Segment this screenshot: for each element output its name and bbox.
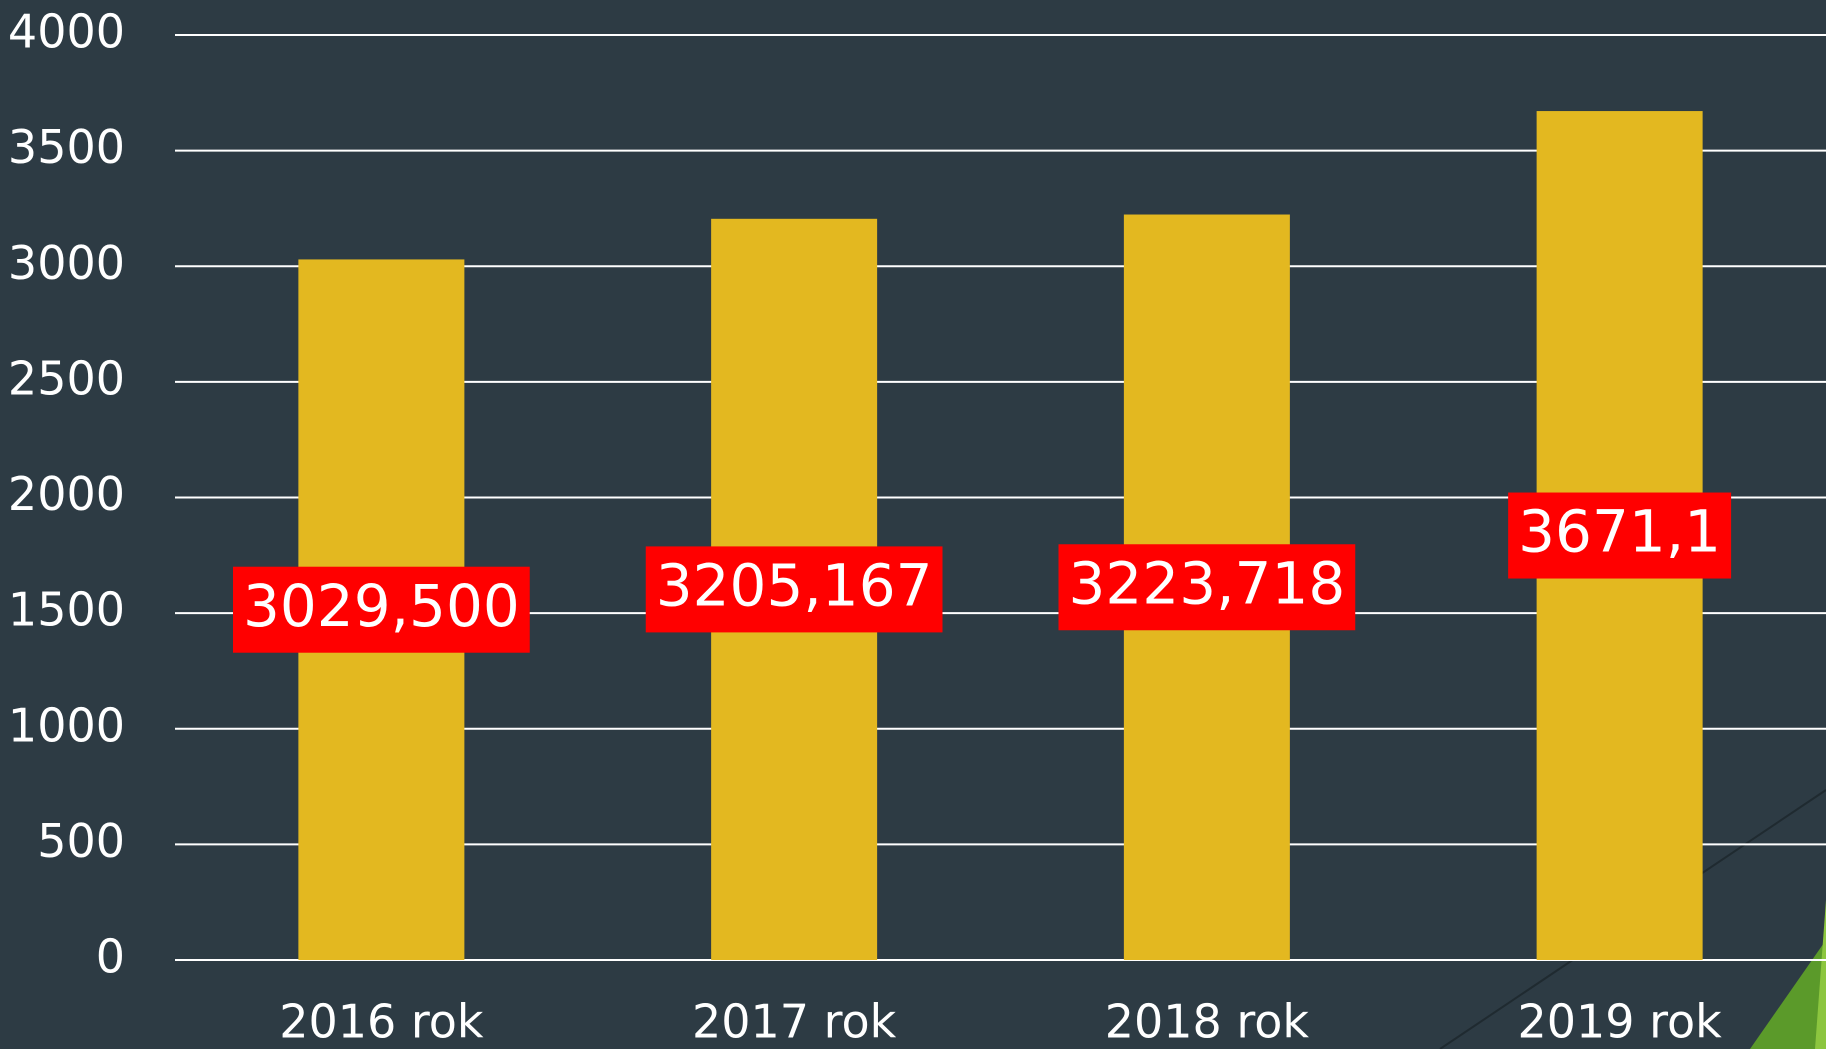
x-tick-label: 2019 rok [1517,995,1722,1049]
x-tick-label: 2016 rok [279,995,484,1049]
value-label: 3205,167 [656,552,933,620]
y-tick-label: 4000 [8,5,125,59]
y-tick-label: 2000 [8,467,125,521]
value-label: 3223,718 [1069,549,1346,617]
y-tick-label: 1500 [8,583,125,637]
y-tick-label: 1000 [8,698,125,752]
value-label: 3671,1 [1518,498,1721,566]
y-tick-label: 3500 [8,120,125,174]
y-tick-label: 0 [96,930,125,984]
x-tick-label: 2017 rok [692,995,897,1049]
y-tick-label: 2500 [8,351,125,405]
page: {"chart_data": {"type": "bar", "categori… [0,0,1826,1049]
y-tick-label: 3000 [8,236,125,290]
value-label: 3029,500 [243,572,520,640]
x-tick-label: 2018 rok [1105,995,1310,1049]
y-tick-label: 500 [37,814,125,868]
chart: 0 500 1000 1500 2000 2500 3000 3500 4000 2016 rok… [0,0,1826,1049]
